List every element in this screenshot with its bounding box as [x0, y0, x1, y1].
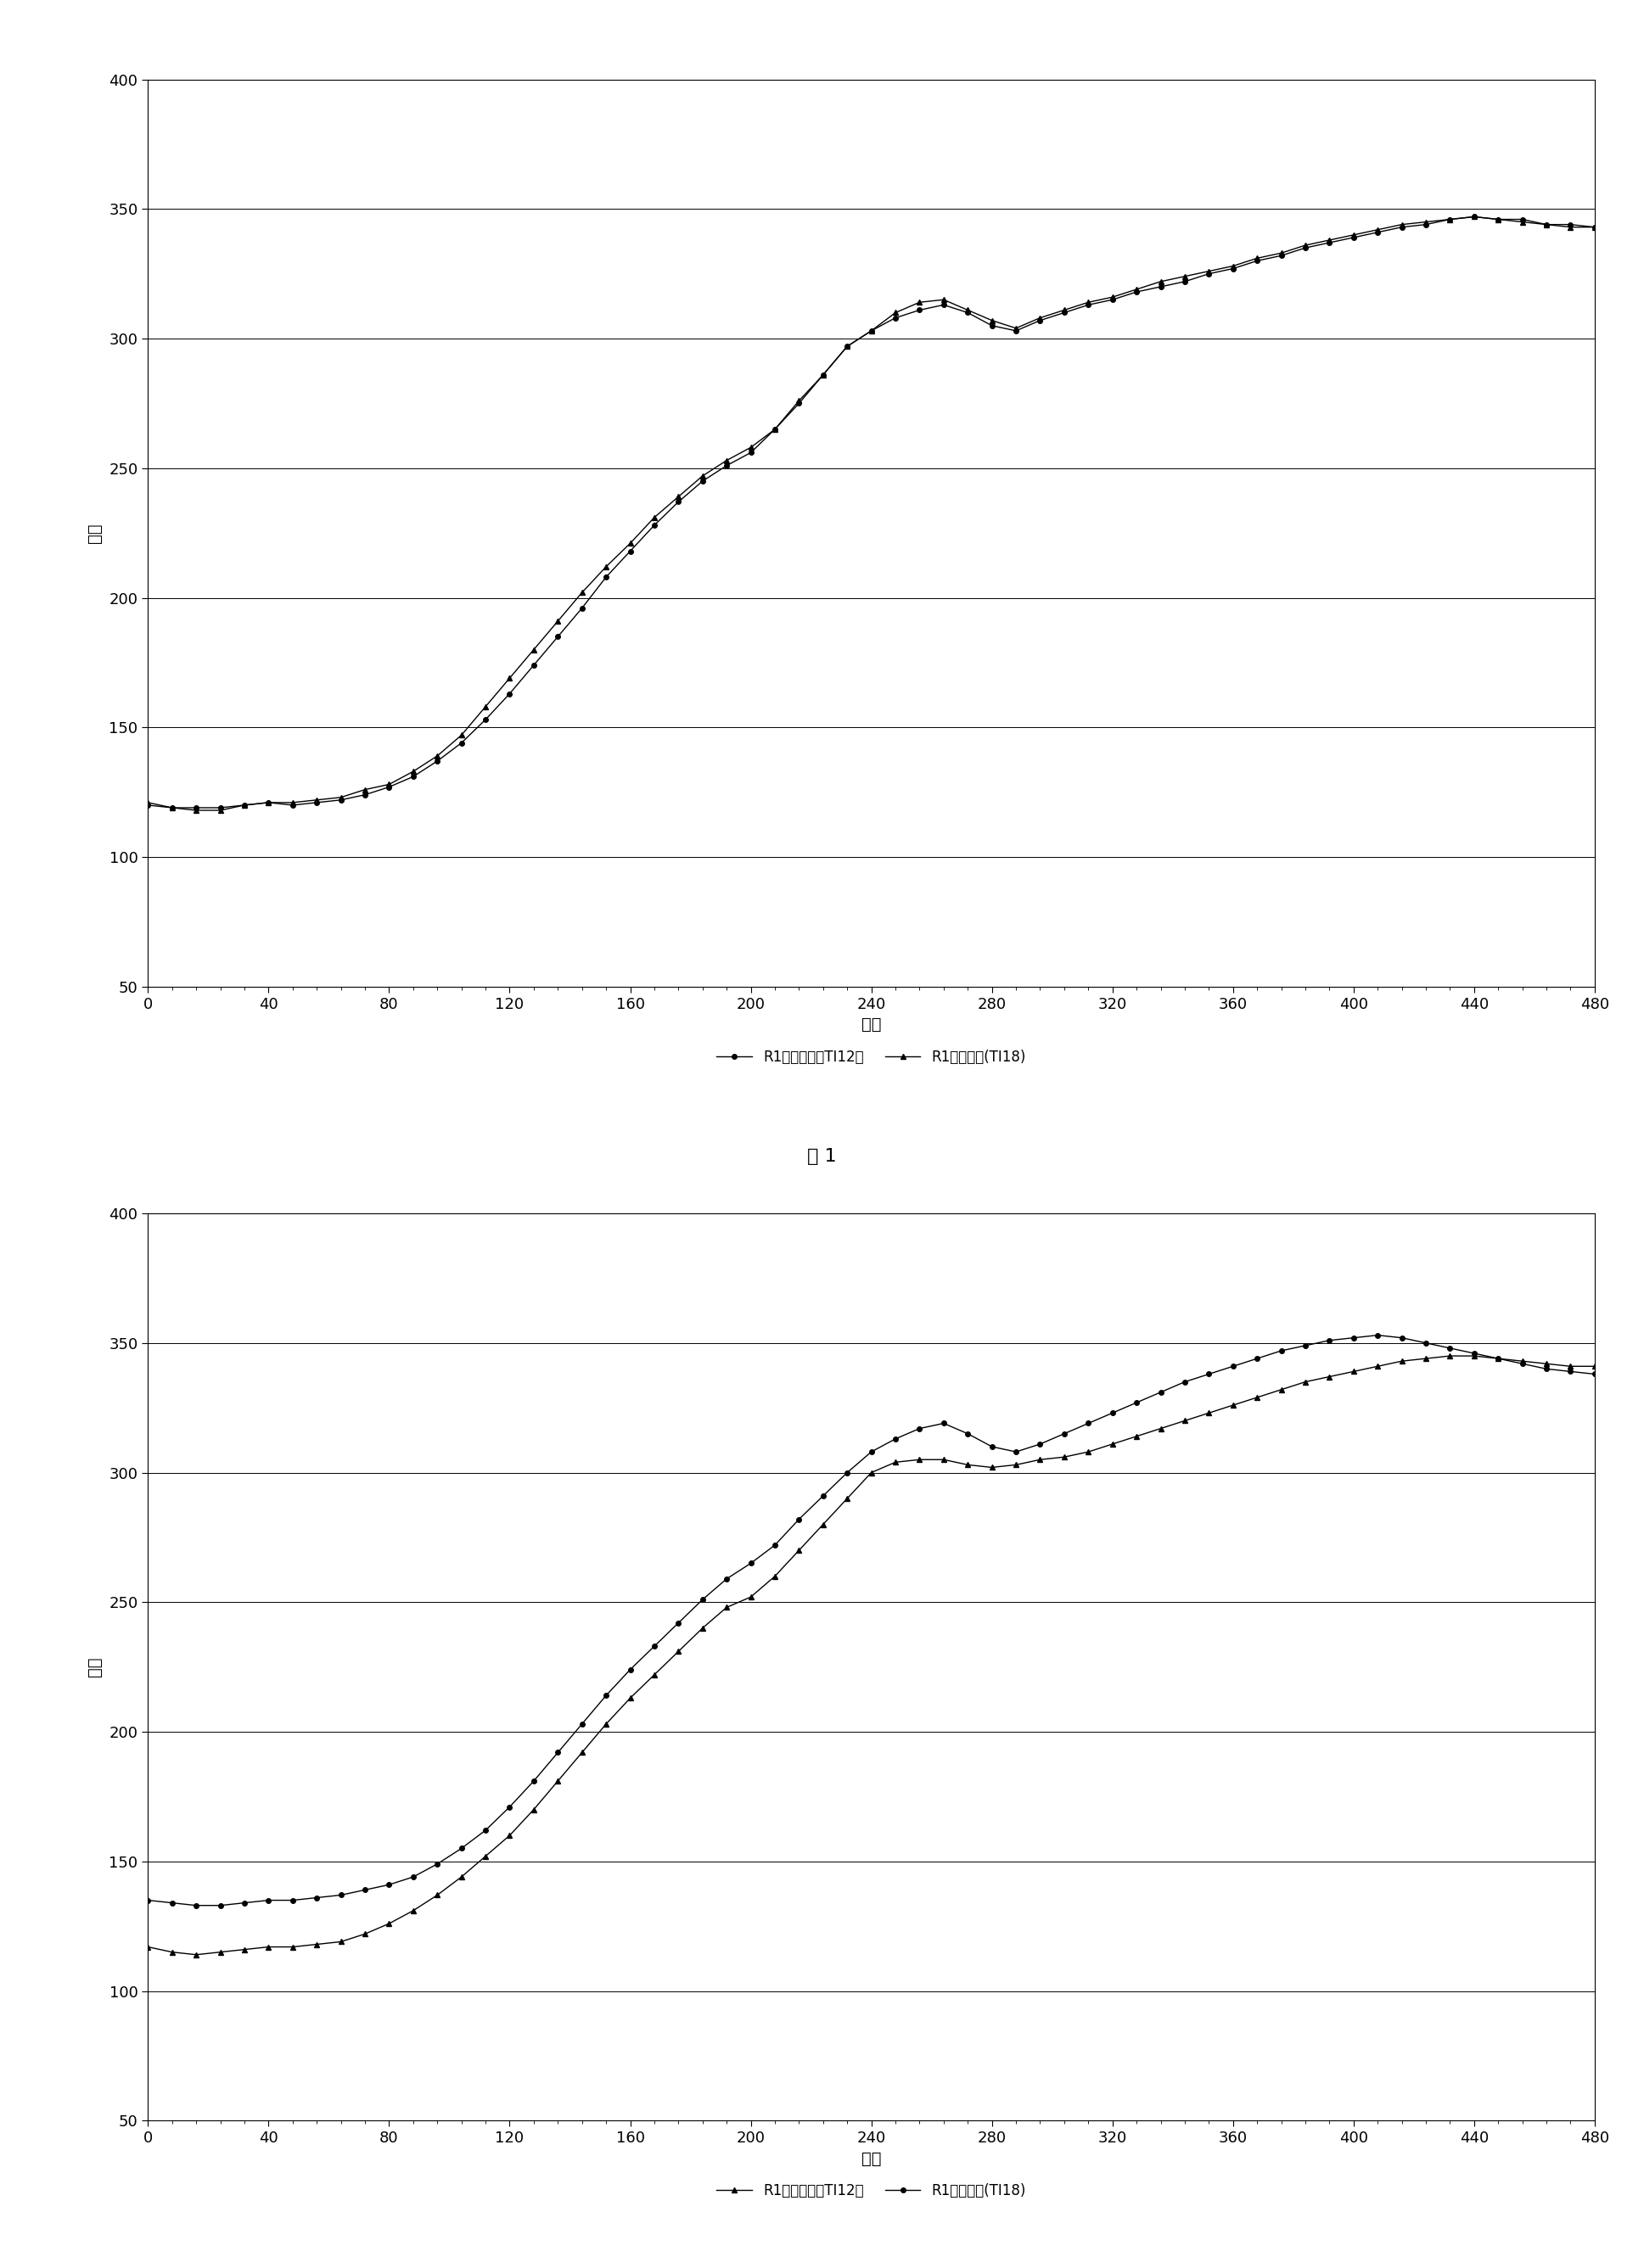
R1入口温度（TI12） — [1440, 1343, 1460, 1370]
R1出口温度(TI18) — [1031, 1431, 1051, 1458]
R1出口温度(TI18) — [186, 1892, 206, 1919]
R1出口温度(TI18) — [1465, 204, 1485, 231]
Line: R1出口温度(TI18): R1出口温度(TI18) — [146, 1334, 1596, 1907]
R1入口温度（TI12） — [452, 1864, 472, 1892]
Text: 图 1: 图 1 — [807, 1148, 837, 1166]
R1入口温度（TI12） — [1415, 211, 1435, 238]
R1入口温度（TI12） — [1415, 1345, 1435, 1372]
R1出口温度(TI18) — [1585, 213, 1605, 240]
Y-axis label: 温度: 温度 — [87, 1658, 104, 1676]
R1入口温度（TI12） — [500, 680, 520, 708]
R1出口温度(TI18) — [138, 1887, 158, 1914]
R1出口温度(TI18) — [138, 789, 158, 816]
R1出口温度(TI18) — [934, 1411, 954, 1438]
R1入口温度（TI12） — [163, 794, 182, 821]
R1入口温度（TI12） — [934, 290, 954, 318]
R1出口温度(TI18) — [934, 286, 954, 313]
R1出口温度(TI18) — [1440, 1334, 1460, 1361]
X-axis label: 时间: 时间 — [861, 2150, 881, 2166]
R1入口温度（TI12） — [1585, 1352, 1605, 1379]
R1入口温度（TI12） — [934, 1447, 954, 1474]
R1出口温度(TI18) — [1415, 209, 1435, 236]
Line: R1出口温度(TI18): R1出口温度(TI18) — [145, 213, 1598, 814]
R1出口温度(TI18) — [1368, 1322, 1388, 1349]
R1入口温度（TI12） — [452, 730, 472, 758]
R1出口温度(TI18) — [452, 721, 472, 748]
R1出口温度(TI18) — [1031, 304, 1051, 331]
Y-axis label: 温度: 温度 — [87, 524, 104, 542]
R1入口温度（TI12） — [669, 488, 689, 515]
R1出口温度(TI18) — [186, 796, 206, 823]
R1出口温度(TI18) — [669, 483, 689, 510]
R1入口温度（TI12） — [1585, 213, 1605, 240]
R1入口温度（TI12） — [138, 792, 158, 819]
X-axis label: 时间: 时间 — [861, 1016, 881, 1032]
R1出口温度(TI18) — [452, 1835, 472, 1862]
R1入口温度（TI12） — [1031, 1447, 1051, 1474]
R1入口温度（TI12） — [500, 1821, 520, 1848]
R1入口温度（TI12） — [669, 1637, 689, 1665]
R1出口温度(TI18) — [1585, 1361, 1605, 1388]
R1入口温度（TI12） — [1465, 204, 1485, 231]
R1入口温度（TI12） — [1031, 306, 1051, 333]
Legend: R1入口温度（TI12）, R1出口温度(TI18): R1入口温度（TI12）, R1出口温度(TI18) — [710, 1043, 1032, 1070]
Line: R1入口温度（TI12）: R1入口温度（TI12） — [146, 215, 1596, 810]
R1出口温度(TI18) — [500, 665, 520, 692]
R1出口温度(TI18) — [500, 1794, 520, 1821]
R1出口温度(TI18) — [669, 1610, 689, 1637]
Legend: R1入口温度（TI12）, R1出口温度(TI18): R1入口温度（TI12）, R1出口温度(TI18) — [710, 2177, 1032, 2204]
Line: R1入口温度（TI12）: R1入口温度（TI12） — [145, 1354, 1598, 1957]
R1入口温度（TI12） — [186, 1941, 206, 1969]
R1入口温度（TI12） — [138, 1932, 158, 1960]
